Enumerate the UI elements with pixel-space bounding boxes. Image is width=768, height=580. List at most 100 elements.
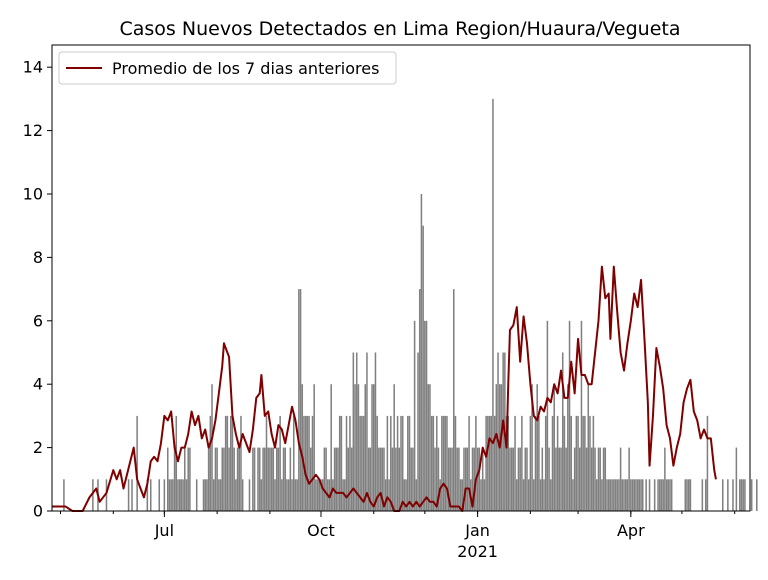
bar [335,447,338,511]
bar [333,447,336,511]
bar [425,320,428,511]
bar [558,447,561,511]
bar [630,479,632,511]
bar [624,479,627,511]
bar [403,479,406,511]
bar [355,352,358,511]
bar [539,479,542,511]
x-tick-sublabel: 2021 [457,542,498,561]
bar [427,384,429,511]
bar [332,479,334,511]
bar [657,479,659,511]
bar [660,479,663,511]
bar [296,479,298,511]
bar [533,479,535,511]
bar [410,447,412,511]
bar [429,384,431,511]
bar [435,415,438,511]
bar [521,415,523,511]
bar [170,479,172,511]
bar [444,415,447,511]
bar [495,384,498,511]
bar [550,479,552,511]
bar [306,415,309,511]
y-tick-label: 0 [33,502,43,521]
bar [623,479,625,511]
bar [740,479,743,511]
bar [318,479,321,511]
bar [173,447,176,511]
bar [626,479,629,511]
bar [299,289,302,511]
bar [721,479,724,511]
bar [315,479,317,511]
bar [481,447,484,511]
bar [313,384,315,511]
bar [362,415,365,511]
bar [613,479,615,511]
bar [485,415,487,511]
bar [168,479,171,511]
bar [449,447,452,511]
bar [587,384,590,511]
bar [573,447,576,511]
bar [524,447,527,511]
bar [447,447,450,511]
bar [359,415,361,511]
bar [516,479,518,511]
bar [732,479,734,511]
bar [543,479,545,511]
bar [63,479,65,511]
bar [393,384,395,511]
bar [706,415,709,511]
bar [330,384,332,511]
y-tick-label: 2 [33,438,43,457]
bar [357,384,360,511]
bar [594,447,596,511]
bar [175,415,178,511]
bar [364,384,367,511]
bar [260,479,263,511]
bar [413,320,416,511]
bar [178,479,181,511]
bar [240,415,242,511]
bar [424,320,426,511]
bar [701,479,704,511]
bar [105,479,108,511]
bar [277,447,280,511]
bar [500,384,503,511]
bar [211,384,213,511]
bar [287,479,290,511]
x-tick-label: Apr [617,521,645,540]
bar [493,415,496,511]
bar [739,479,741,511]
bar [636,479,639,511]
bar [631,479,634,511]
bar [633,479,635,511]
bar [442,415,445,511]
bar [384,479,387,511]
bar [189,447,191,511]
bar [369,447,372,511]
legend-label: Promedio de los 7 dias anteriores [112,59,379,78]
bar [507,415,510,511]
bar [253,447,256,511]
bar [323,447,326,511]
bar [298,289,300,511]
bar [338,415,341,511]
bar [216,447,218,511]
bar [553,384,555,511]
bar [209,415,212,511]
bar [262,447,264,511]
bar [551,415,554,511]
bar [473,447,475,511]
bar [379,447,382,511]
bar [347,447,349,511]
bar [235,479,237,511]
bar [398,447,401,511]
bar [432,415,435,511]
bar [451,447,453,511]
bar [291,479,293,511]
bar [233,447,235,511]
